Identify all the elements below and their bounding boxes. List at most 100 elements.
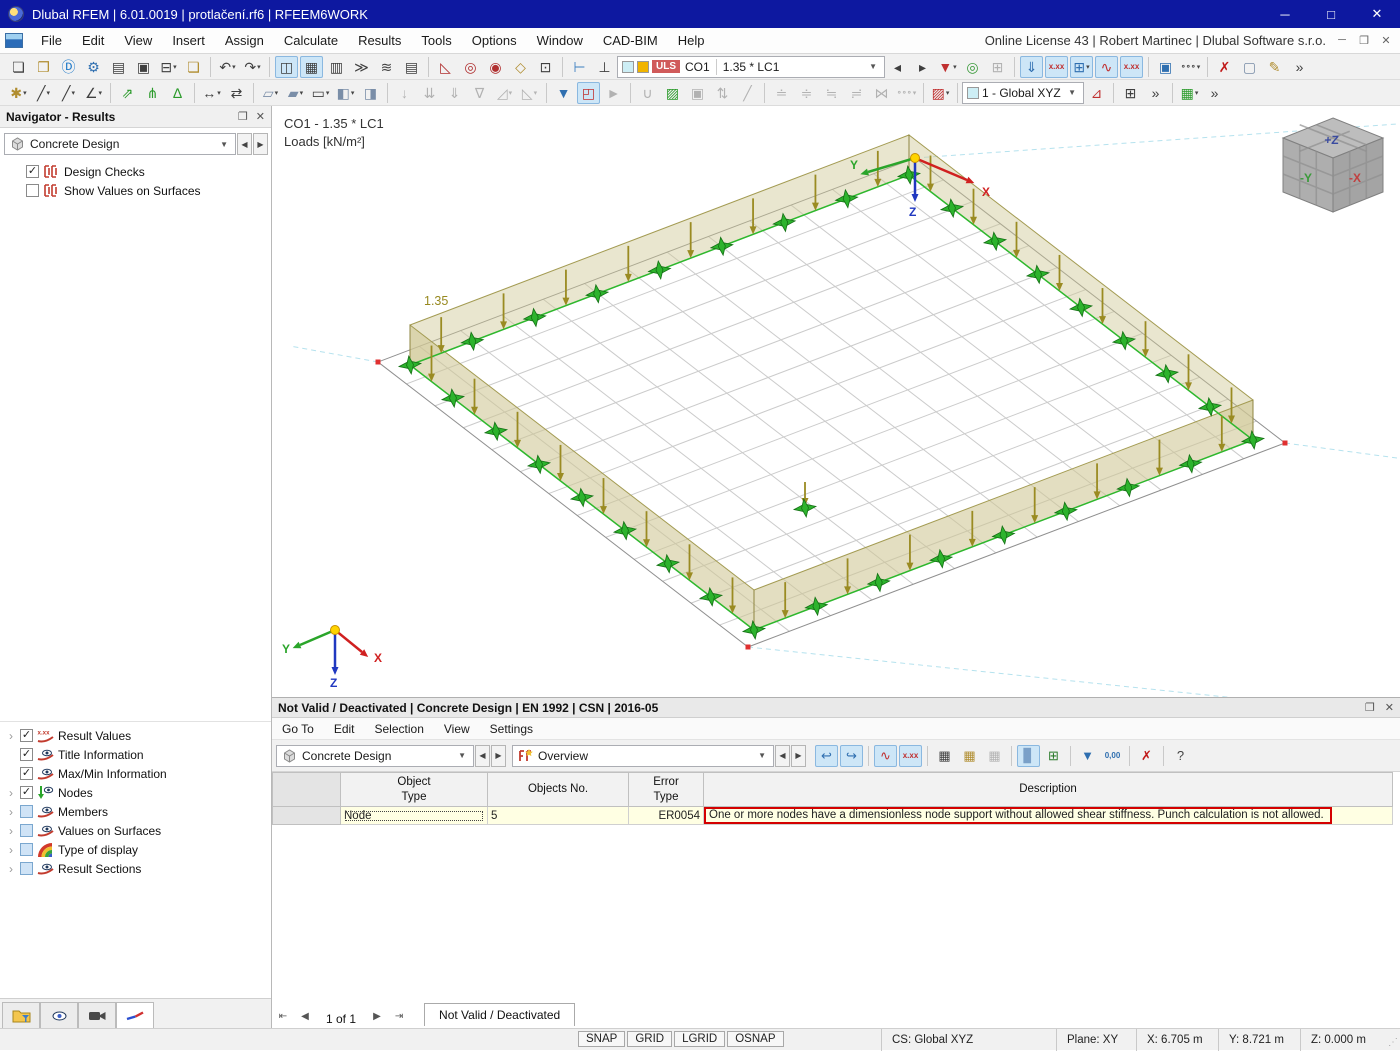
new-block-button[interactable]: ◨ [359,82,382,104]
new-polyline-button[interactable]: ∠ ▾ [82,82,105,104]
isosurfaces-button[interactable]: ▨ [661,82,684,104]
new-dimension-xx-button[interactable]: ⇄ [225,82,248,104]
checkbox[interactable] [20,805,33,818]
visual-objects-button[interactable]: ▦ ▾ [1178,82,1201,104]
view-prev-button[interactable]: ◀ [775,744,790,767]
menu-assign[interactable]: Assign [224,32,264,48]
animate-loads-button[interactable]: ◎ [961,56,984,78]
results-on-grid-button[interactable]: ⊞ ▾ [1070,55,1093,78]
select-numbering-button[interactable]: ⊡ [534,56,557,78]
dlubal-center-button[interactable]: Ⓓ [57,56,80,78]
jump-back-button[interactable]: ↩ [815,744,838,767]
menu-options[interactable]: Options [471,32,517,48]
result-animation-button[interactable]: ► [602,82,625,104]
printout-report-button[interactable]: ▤ [400,56,423,78]
menu-results[interactable]: Results [358,32,402,48]
export-excel-button[interactable]: ⊞ [1042,745,1065,767]
result-panel-close-icon[interactable]: ✕ [1384,702,1394,714]
checkbox[interactable]: ✓ [20,729,33,742]
save-display-settings-button[interactable]: ▣ [1154,56,1177,78]
show-results-button[interactable]: ⇓ [1020,55,1043,78]
table-menu-selection[interactable]: Selection [374,721,424,736]
checkbox[interactable]: ✓ [20,748,33,761]
show-result-values-button[interactable]: x.xx [1045,55,1068,78]
tab-project-navigator[interactable] [2,1002,40,1028]
new-member-group-button[interactable]: ∆ [166,82,189,104]
toggle-snap[interactable]: SNAP [578,1031,626,1047]
color-scale-button[interactable]: ▨ ▾ [929,82,952,104]
cube-face-right-label[interactable]: -X [1349,171,1361,185]
undo-button[interactable]: ↶ ▾ [216,56,239,78]
mdi-restore-button[interactable]: ❐ [1359,35,1369,47]
coordinate-system-combo[interactable]: 1 - Global XYZ ▼ [962,81,1084,104]
expander-icon[interactable]: › [9,728,13,743]
load-generate-button[interactable]: ◺ ▾ [518,82,541,104]
combo-next-button[interactable]: ▸ [911,56,934,78]
smoothing-5-button[interactable]: ⋈ [870,82,893,104]
deselect-button[interactable]: ✗ [1135,745,1158,767]
mdi-child-icon[interactable] [5,33,23,48]
tree-item-show-values-on-surfaces[interactable]: Show Values on Surfaces [0,181,271,200]
expander-icon[interactable]: › [9,804,13,819]
table-filter-button[interactable]: ▼ [1076,745,1099,767]
expander-icon[interactable]: › [9,842,13,857]
row-selector[interactable] [272,806,341,825]
decimal-places-button[interactable]: 0,00 [1101,745,1124,767]
new-from-template-button[interactable]: ❏ [182,56,205,78]
section-box-button[interactable]: ◰ [577,81,600,104]
result-category-combo[interactable]: Concrete Design ▼ [276,744,474,767]
next-page-button[interactable]: ▶ [373,1010,381,1022]
cell-objects-no[interactable]: 5 [487,806,629,825]
navigator-prev-button[interactable]: ◀ [237,133,252,155]
table-compact-button[interactable]: ▦ [983,745,1006,767]
new-member-button[interactable]: ⇗ [116,82,139,104]
result-values-lock-button[interactable]: ⊞ [986,56,1009,78]
viewport-3d[interactable]: CO1 - 1.35 * LC1 Loads [kN/m²] 1.35 +Z -… [272,106,1400,707]
menu-file[interactable]: File [41,32,62,48]
show-diagram-button[interactable]: ∿ [874,744,897,767]
inclined-view-button[interactable]: ╱ [736,82,759,104]
result-combination-combo[interactable]: ULS CO1 1.35 * LC1 ▼ [617,55,885,78]
table-menu-go-to[interactable]: Go To [282,721,314,736]
menu-cad-bim[interactable]: CAD-BIM [602,32,658,48]
smoothing-3-button[interactable]: ≒ [820,82,843,104]
combo-prev-button[interactable]: ◂ [886,56,909,78]
table-help-button[interactable]: ? [1169,745,1192,767]
expander-icon[interactable]: › [9,861,13,876]
command-console-button[interactable]: ≫ [350,56,373,78]
checkbox[interactable]: ✓ [20,786,33,799]
column-header-objects-no[interactable]: Objects No. [487,772,629,807]
navigator-toggle-button[interactable]: ◫ [275,55,298,78]
menu-view[interactable]: View [124,32,153,48]
model-settings-button[interactable]: ⚙ [82,56,105,78]
menu-help[interactable]: Help [677,32,705,48]
minimize-button[interactable]: ─ [1280,6,1290,22]
tab-views-navigator[interactable] [78,1002,116,1028]
navigator-next-button[interactable]: ▶ [253,133,268,155]
tables-toggle-button[interactable]: ▦ [300,55,323,78]
navigation-cube[interactable]: +Z -Y -X [1281,117,1385,213]
select-rotated-button[interactable]: ◎ [459,56,482,78]
toggle-osnap[interactable]: OSNAP [727,1031,784,1047]
toolbar2-overflow-2-button[interactable]: » [1203,82,1226,104]
menu-insert[interactable]: Insert [172,32,205,48]
cell-description[interactable]: One or more nodes have a dimensionless n… [703,806,1393,825]
tree-item-design-checks[interactable]: ✓ Design Checks [0,162,271,181]
display-profile-button[interactable]: ∘∘∘ ▾ [1179,56,1202,78]
expander-icon[interactable]: › [9,823,13,838]
select-special-button[interactable]: ◺ [434,56,457,78]
mdi-close-button[interactable]: ✕ [1381,35,1391,47]
new-line-button[interactable]: ╱ ▾ [32,82,55,104]
cell-object-type[interactable]: Node [340,806,488,825]
maximize-button[interactable]: □ [1327,6,1335,22]
tab-display-navigator[interactable] [40,1002,78,1028]
checkbox[interactable]: ✓ [20,767,33,780]
smoothing-4-button[interactable]: ≓ [845,82,868,104]
grid-settings-button[interactable]: ⊞ [1119,82,1142,104]
filter-results-button[interactable]: ▼ ▾ [936,56,959,78]
close-button[interactable]: ✕ [1371,6,1383,21]
checkbox[interactable] [20,824,33,837]
work-plane-button[interactable]: ⊿ [1085,82,1108,104]
prev-page-button[interactable]: ◀ [301,1010,309,1022]
panel-render-button[interactable]: ▣ [686,82,709,104]
